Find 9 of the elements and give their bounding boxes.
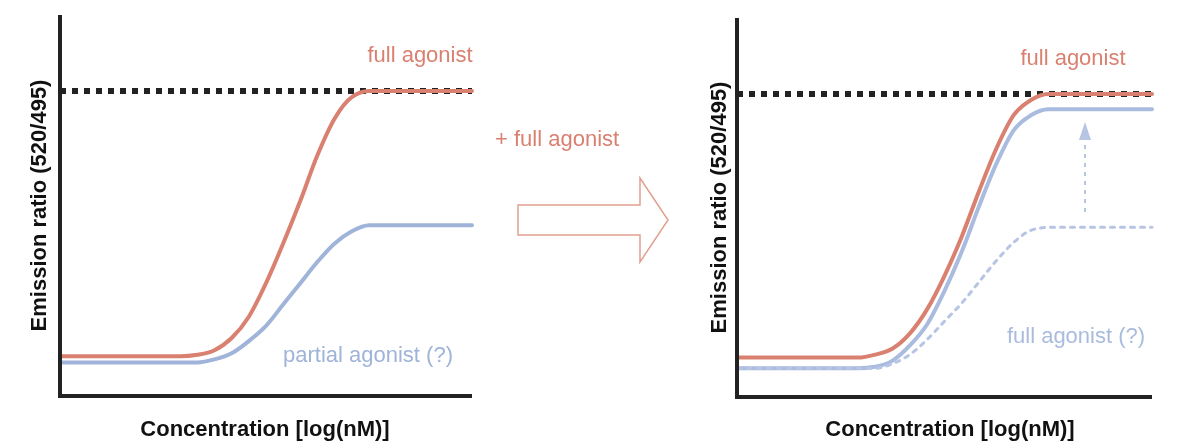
series-label: full agonist (1020, 45, 1126, 70)
text: + full agonist (495, 126, 620, 151)
series-label: partial agonist (?) (283, 342, 453, 367)
x-axis-title: Concentration [log(nM)] (140, 416, 390, 441)
series-label: full agonist (367, 42, 473, 67)
x-axis-title: Concentration [log(nM)] (825, 416, 1075, 441)
y-axis-title: Emission ratio (520/495) (705, 81, 731, 334)
text: full agonist (?) (1006, 323, 1146, 348)
y-axis-title: Emission ratio (520/495) (25, 79, 51, 332)
